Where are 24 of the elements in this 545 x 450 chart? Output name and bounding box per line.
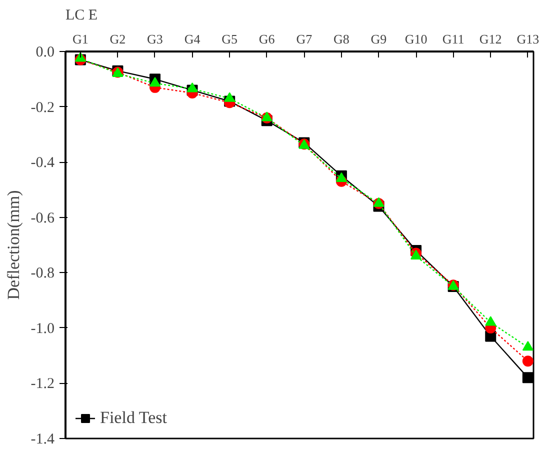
- x-tick-label: G8: [334, 32, 350, 46]
- x-tick-label: G11: [442, 32, 464, 46]
- y-tick-label: -0.6: [30, 210, 55, 226]
- x-tick-label: G1: [72, 32, 88, 46]
- legend-label: Field Test: [100, 408, 167, 428]
- x-tick-label: G12: [479, 32, 502, 46]
- x-tick-label: G6: [258, 32, 276, 46]
- y-tick-label: -0.2: [30, 100, 55, 116]
- x-tick-label: G13: [516, 32, 540, 46]
- x-tick-label: G7: [296, 32, 313, 46]
- x-tick-label: G9: [370, 32, 387, 46]
- x-tick-label: G4: [184, 32, 201, 46]
- y-tick-label: -1.0: [30, 320, 55, 337]
- x-tick-label: G3: [147, 32, 163, 46]
- x-tick-label: G5: [222, 32, 238, 46]
- y-tick-label: 0.0: [36, 44, 54, 60]
- y-tick-label: -1.4: [30, 432, 55, 448]
- y-tick-label: -0.8: [30, 266, 55, 282]
- x-tick-label: G2: [110, 32, 126, 46]
- x-tick-label: G10: [404, 32, 428, 46]
- text: LC E: [66, 8, 98, 24]
- y-tick-label: -0.4: [30, 155, 55, 172]
- y-tick-label: -1.2: [30, 376, 55, 392]
- y-axis-title: Deflection(mm): [4, 190, 23, 300]
